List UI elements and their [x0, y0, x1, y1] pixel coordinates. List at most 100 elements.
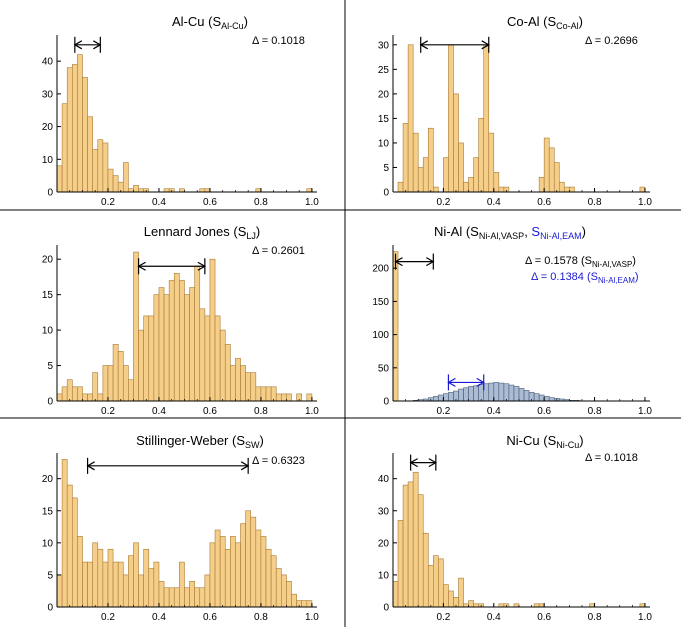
panel-ni-cu: Ni-Cu (SNi-Cu) Δ = 0.1018 0.2 0.4 0.6 0.8 1.… — [378, 433, 652, 623]
histogram-bar — [82, 393, 88, 402]
histogram-bar — [77, 386, 83, 402]
histogram-bar-eam — [433, 396, 439, 402]
histogram-bar — [214, 315, 221, 402]
y-tick-label: 0 — [47, 603, 53, 614]
histogram-bar — [483, 44, 490, 193]
x-tick-label: 0.2 — [101, 197, 115, 208]
x-tick-label: 0.4 — [487, 406, 501, 417]
y-tick-label: 10 — [378, 138, 390, 149]
delta-label: Δ = 0.1018 — [585, 452, 638, 464]
histogram-bar — [209, 542, 216, 608]
histogram-bar — [402, 123, 409, 193]
histogram-bar — [488, 132, 495, 193]
histogram-bar — [61, 459, 68, 608]
y-tick-label: 50 — [378, 363, 390, 374]
panel-co-al: Co-Al (SCo-Al) Δ = 0.2696 0.2 0.4 0.6 0.8 1.… — [378, 14, 652, 208]
histogram-bar — [204, 315, 211, 402]
histogram-bar — [306, 393, 313, 402]
x-tick-label: 0.6 — [203, 612, 217, 623]
panel-lennard-jones: Lennard Jones (SLJ) Δ = 0.2601 0.2 0.4 0.6… — [42, 224, 319, 417]
y-tick-label: 20 — [378, 89, 390, 100]
x-tick-label: 1.0 — [638, 406, 652, 417]
histogram-bar — [270, 555, 277, 608]
histogram-bar — [553, 162, 560, 193]
histogram-bar — [235, 358, 241, 402]
histogram-bar — [538, 176, 545, 193]
x-tick-label: 0.8 — [254, 612, 268, 623]
histogram-bar — [194, 587, 201, 608]
histogram-bar — [66, 484, 73, 608]
histogram-bar-eam — [438, 394, 444, 402]
x-tick-label: 0.4 — [487, 612, 501, 623]
histogram-bar — [407, 44, 414, 193]
y-tick-label: 0 — [383, 397, 389, 408]
histogram-bar — [281, 393, 287, 402]
histogram-bar — [392, 581, 399, 608]
y-tick-label: 15 — [42, 290, 54, 301]
y-tick-label: 25 — [378, 65, 390, 76]
histogram-bar — [493, 172, 500, 193]
histogram-bar-eam — [478, 384, 485, 402]
y-tick-label: 5 — [47, 361, 53, 372]
histogram-bar — [71, 497, 78, 608]
histogram-bar — [250, 372, 257, 402]
panel-title: Co-Al (SCo-Al) — [507, 14, 583, 31]
y-tick-label: 0 — [47, 397, 53, 408]
histogram-bar — [448, 44, 454, 193]
histogram-bar-eam — [543, 396, 550, 402]
histogram-bar — [417, 494, 424, 608]
x-tick-label: 0.2 — [436, 406, 450, 417]
histogram-bar — [189, 287, 195, 402]
histogram-bar — [168, 280, 175, 402]
histogram-bar — [77, 536, 83, 608]
y-tick-label: 20 — [42, 255, 54, 266]
histogram-bar — [214, 529, 221, 608]
histogram-bar — [87, 393, 93, 402]
histogram-bar — [92, 372, 99, 402]
histogram-bar — [87, 116, 93, 193]
histogram-bar — [543, 137, 550, 193]
panel-title: Stillinger-Weber (SSW) — [136, 433, 264, 450]
histogram-bar — [92, 542, 99, 608]
y-tick-label: 10 — [42, 538, 54, 549]
histogram-bar — [153, 294, 160, 402]
histogram-bar — [97, 139, 104, 193]
histogram-bar — [102, 561, 109, 608]
histogram-bar — [301, 600, 308, 608]
histogram-bar — [153, 561, 160, 608]
histogram-bar — [433, 555, 439, 608]
histogram-bar — [66, 67, 73, 193]
y-tick-label: 0 — [383, 188, 389, 199]
histogram-bar — [77, 54, 83, 193]
histogram-bar-eam — [498, 382, 505, 402]
histogram-bar — [407, 481, 414, 608]
histogram-bar — [270, 386, 277, 402]
histogram-bar — [92, 149, 99, 193]
x-tick-label: 1.0 — [305, 612, 319, 623]
histogram-bar-eam — [493, 382, 500, 402]
x-tick-label: 1.0 — [305, 197, 319, 208]
histogram-bar — [102, 365, 109, 402]
y-tick-label: 30 — [378, 40, 390, 51]
histogram-bar — [468, 176, 474, 193]
histogram-bar — [468, 600, 474, 608]
y-tick-label: 40 — [42, 57, 54, 68]
histogram-bar — [427, 127, 434, 193]
histogram-bar — [443, 157, 449, 193]
histogram-bar — [163, 294, 170, 402]
histogram-bar — [173, 273, 180, 402]
histogram-bar — [184, 587, 190, 608]
histogram-bar — [199, 587, 206, 608]
histogram-bar — [112, 175, 119, 193]
y-tick-label: 0 — [47, 188, 53, 199]
histogram-bar — [107, 168, 114, 193]
histogram-bar — [148, 568, 155, 608]
histogram-bar — [265, 386, 272, 402]
x-tick-label: 0.8 — [588, 612, 602, 623]
x-tick-label: 1.0 — [638, 612, 652, 623]
y-tick-label: 15 — [378, 114, 390, 125]
histogram-bar-eam — [508, 384, 515, 402]
histogram-bar — [82, 561, 88, 608]
histogram-bar — [275, 568, 282, 608]
histogram-bar — [117, 351, 124, 402]
